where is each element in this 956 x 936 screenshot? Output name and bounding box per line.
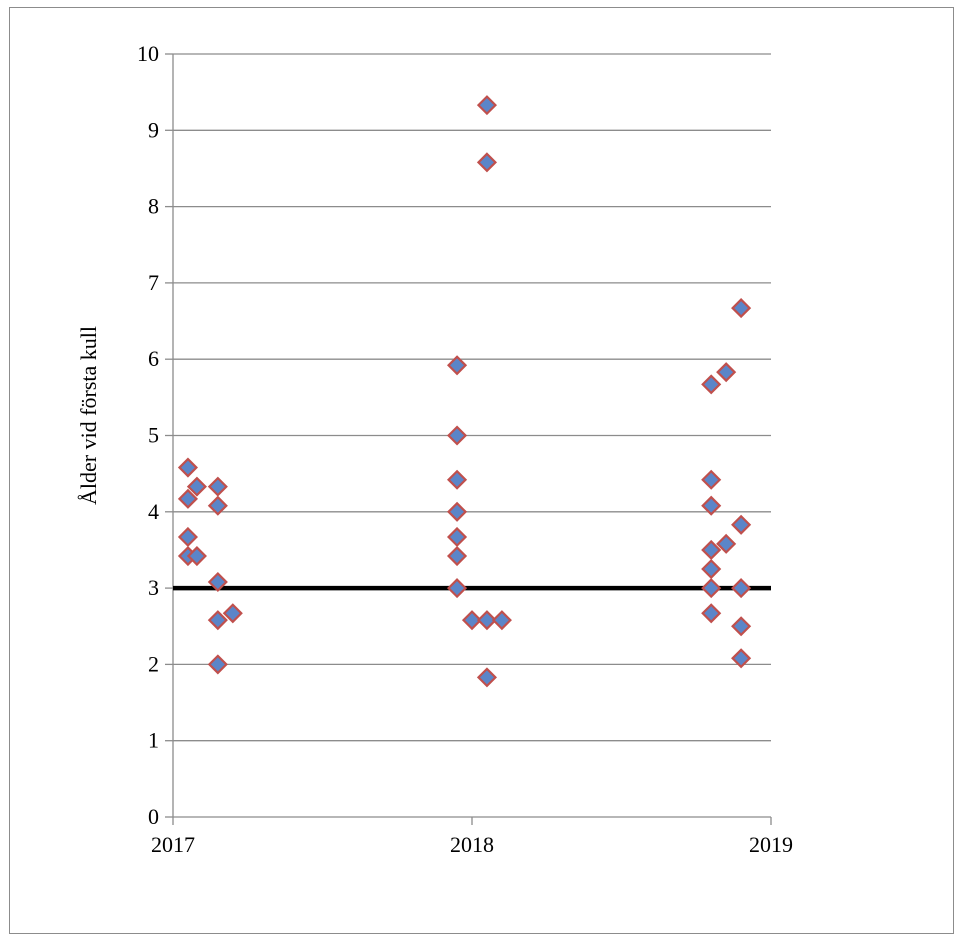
data-point bbox=[461, 610, 483, 631]
data-point bbox=[186, 545, 207, 567]
data-point bbox=[446, 545, 468, 567]
y-tick-label: 7 bbox=[148, 270, 159, 295]
data-point bbox=[446, 425, 468, 446]
data-point bbox=[701, 578, 722, 599]
data-point bbox=[446, 469, 468, 490]
data-point bbox=[446, 526, 468, 548]
data-point bbox=[701, 603, 722, 624]
chart-frame: 0 1 2 3 4 5 6 7 8 9 10 2017 2018 2019 Ålder vid först… bbox=[9, 7, 954, 934]
y-tick-label: 6 bbox=[148, 346, 159, 371]
y-tick-label: 0 bbox=[148, 804, 159, 829]
data-point bbox=[701, 374, 722, 395]
data-point bbox=[476, 610, 498, 631]
data-point bbox=[207, 610, 228, 631]
data-point bbox=[731, 648, 752, 669]
data-point bbox=[177, 457, 199, 478]
data-point bbox=[476, 95, 498, 116]
data-point bbox=[446, 501, 468, 522]
scatter-chart: 0 1 2 3 4 5 6 7 8 9 10 2017 2018 2019 Ålder vid först… bbox=[76, 41, 793, 857]
y-tick-label: 3 bbox=[148, 575, 159, 600]
data-point bbox=[701, 495, 722, 516]
y-tick-label: 4 bbox=[148, 499, 159, 524]
x-tick-label: 2017 bbox=[151, 832, 195, 857]
data-point bbox=[177, 488, 199, 509]
data-point bbox=[476, 667, 498, 688]
data-point bbox=[731, 616, 752, 637]
data-point bbox=[491, 610, 512, 631]
data-point bbox=[222, 603, 243, 624]
data-point bbox=[186, 476, 207, 497]
y-tick-label: 1 bbox=[148, 728, 159, 753]
data-point bbox=[701, 558, 722, 580]
data-point bbox=[731, 298, 752, 319]
data-point bbox=[446, 578, 468, 599]
y-axis-title: Ålder vid första kull bbox=[76, 326, 101, 505]
y-tick-label: 2 bbox=[148, 651, 159, 676]
data-point bbox=[446, 355, 468, 376]
data-point bbox=[207, 571, 228, 593]
data-point bbox=[731, 578, 752, 599]
data-point bbox=[207, 654, 228, 675]
data-point bbox=[476, 152, 498, 173]
data-point bbox=[207, 476, 228, 497]
data-point bbox=[701, 539, 722, 561]
y-tick-label: 8 bbox=[148, 194, 159, 219]
data-point bbox=[701, 469, 722, 490]
data-point bbox=[716, 362, 737, 383]
data-point bbox=[716, 533, 737, 554]
data-point bbox=[731, 514, 752, 535]
data-point bbox=[207, 495, 228, 516]
x-tick-label: 2019 bbox=[749, 832, 793, 857]
data-points bbox=[177, 95, 752, 688]
tick-labels: 0 1 2 3 4 5 6 7 8 9 10 2017 2018 2019 bbox=[137, 41, 793, 857]
gridlines bbox=[173, 53, 771, 742]
y-tick-label: 5 bbox=[148, 423, 159, 448]
x-tick-label: 2018 bbox=[450, 832, 494, 857]
y-tick-label: 9 bbox=[148, 117, 159, 142]
axes bbox=[165, 53, 772, 825]
y-tick-label: 10 bbox=[137, 41, 159, 66]
data-point bbox=[177, 526, 199, 548]
